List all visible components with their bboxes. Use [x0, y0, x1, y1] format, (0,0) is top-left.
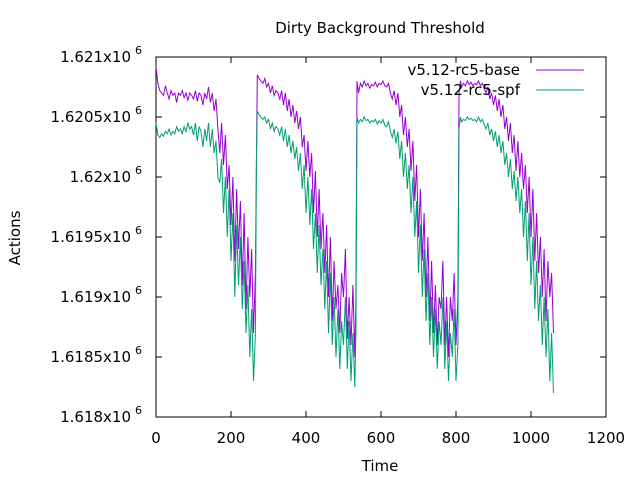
- y-tick-label: 1.621x10: [60, 48, 131, 66]
- y-axis-ticks: 1.618x10 6 1.6185x10 6 1.619x10 6 1.6195x10 6 1.…: [51, 44, 606, 426]
- y-tick-exponent: 6: [135, 44, 142, 57]
- x-tick-label: 1000: [512, 429, 550, 447]
- x-tick-label: 1200: [587, 429, 625, 447]
- y-tick-exponent: 6: [135, 344, 142, 357]
- y-tick-label: 1.6185x10: [51, 348, 131, 366]
- y-tick-exponent: 6: [135, 404, 142, 417]
- x-tick-label: 0: [151, 429, 161, 447]
- series-v5.12-rc5-spf: [155, 110, 554, 394]
- y-axis-label: Actions: [6, 210, 24, 265]
- y-tick-label: 1.6195x10: [51, 228, 131, 246]
- y-tick-label: 1.619x10: [60, 288, 131, 306]
- plot-area-border: [155, 56, 607, 418]
- x-axis-ticks: 0 200 400 600 800 1000 1200: [151, 57, 625, 447]
- x-tick-label: 600: [367, 429, 396, 447]
- legend-label: v5.12-rc5-spf: [421, 81, 521, 99]
- y-tick-exponent: 6: [135, 224, 142, 237]
- series-line: [155, 110, 554, 394]
- chart-title: Dirty Background Threshold: [275, 19, 485, 37]
- x-tick-label: 400: [292, 429, 321, 447]
- y-tick-label: 1.618x10: [60, 408, 131, 426]
- y-tick-exponent: 6: [135, 164, 142, 177]
- legend: v5.12-rc5-base v5.12-rc5-spf: [408, 61, 584, 99]
- y-tick-exponent: 6: [135, 284, 142, 297]
- series-layer: [155, 66, 554, 394]
- x-tick-label: 200: [217, 429, 246, 447]
- y-tick-label: 1.62x10: [70, 168, 131, 186]
- y-tick-label: 1.6205x10: [51, 108, 131, 126]
- series-line: [155, 66, 554, 358]
- series-v5.12-rc5-base: [155, 66, 554, 358]
- x-axis-label: Time: [361, 457, 399, 475]
- y-tick-exponent: 6: [135, 104, 142, 117]
- x-tick-label: 800: [442, 429, 471, 447]
- legend-label: v5.12-rc5-base: [408, 61, 521, 79]
